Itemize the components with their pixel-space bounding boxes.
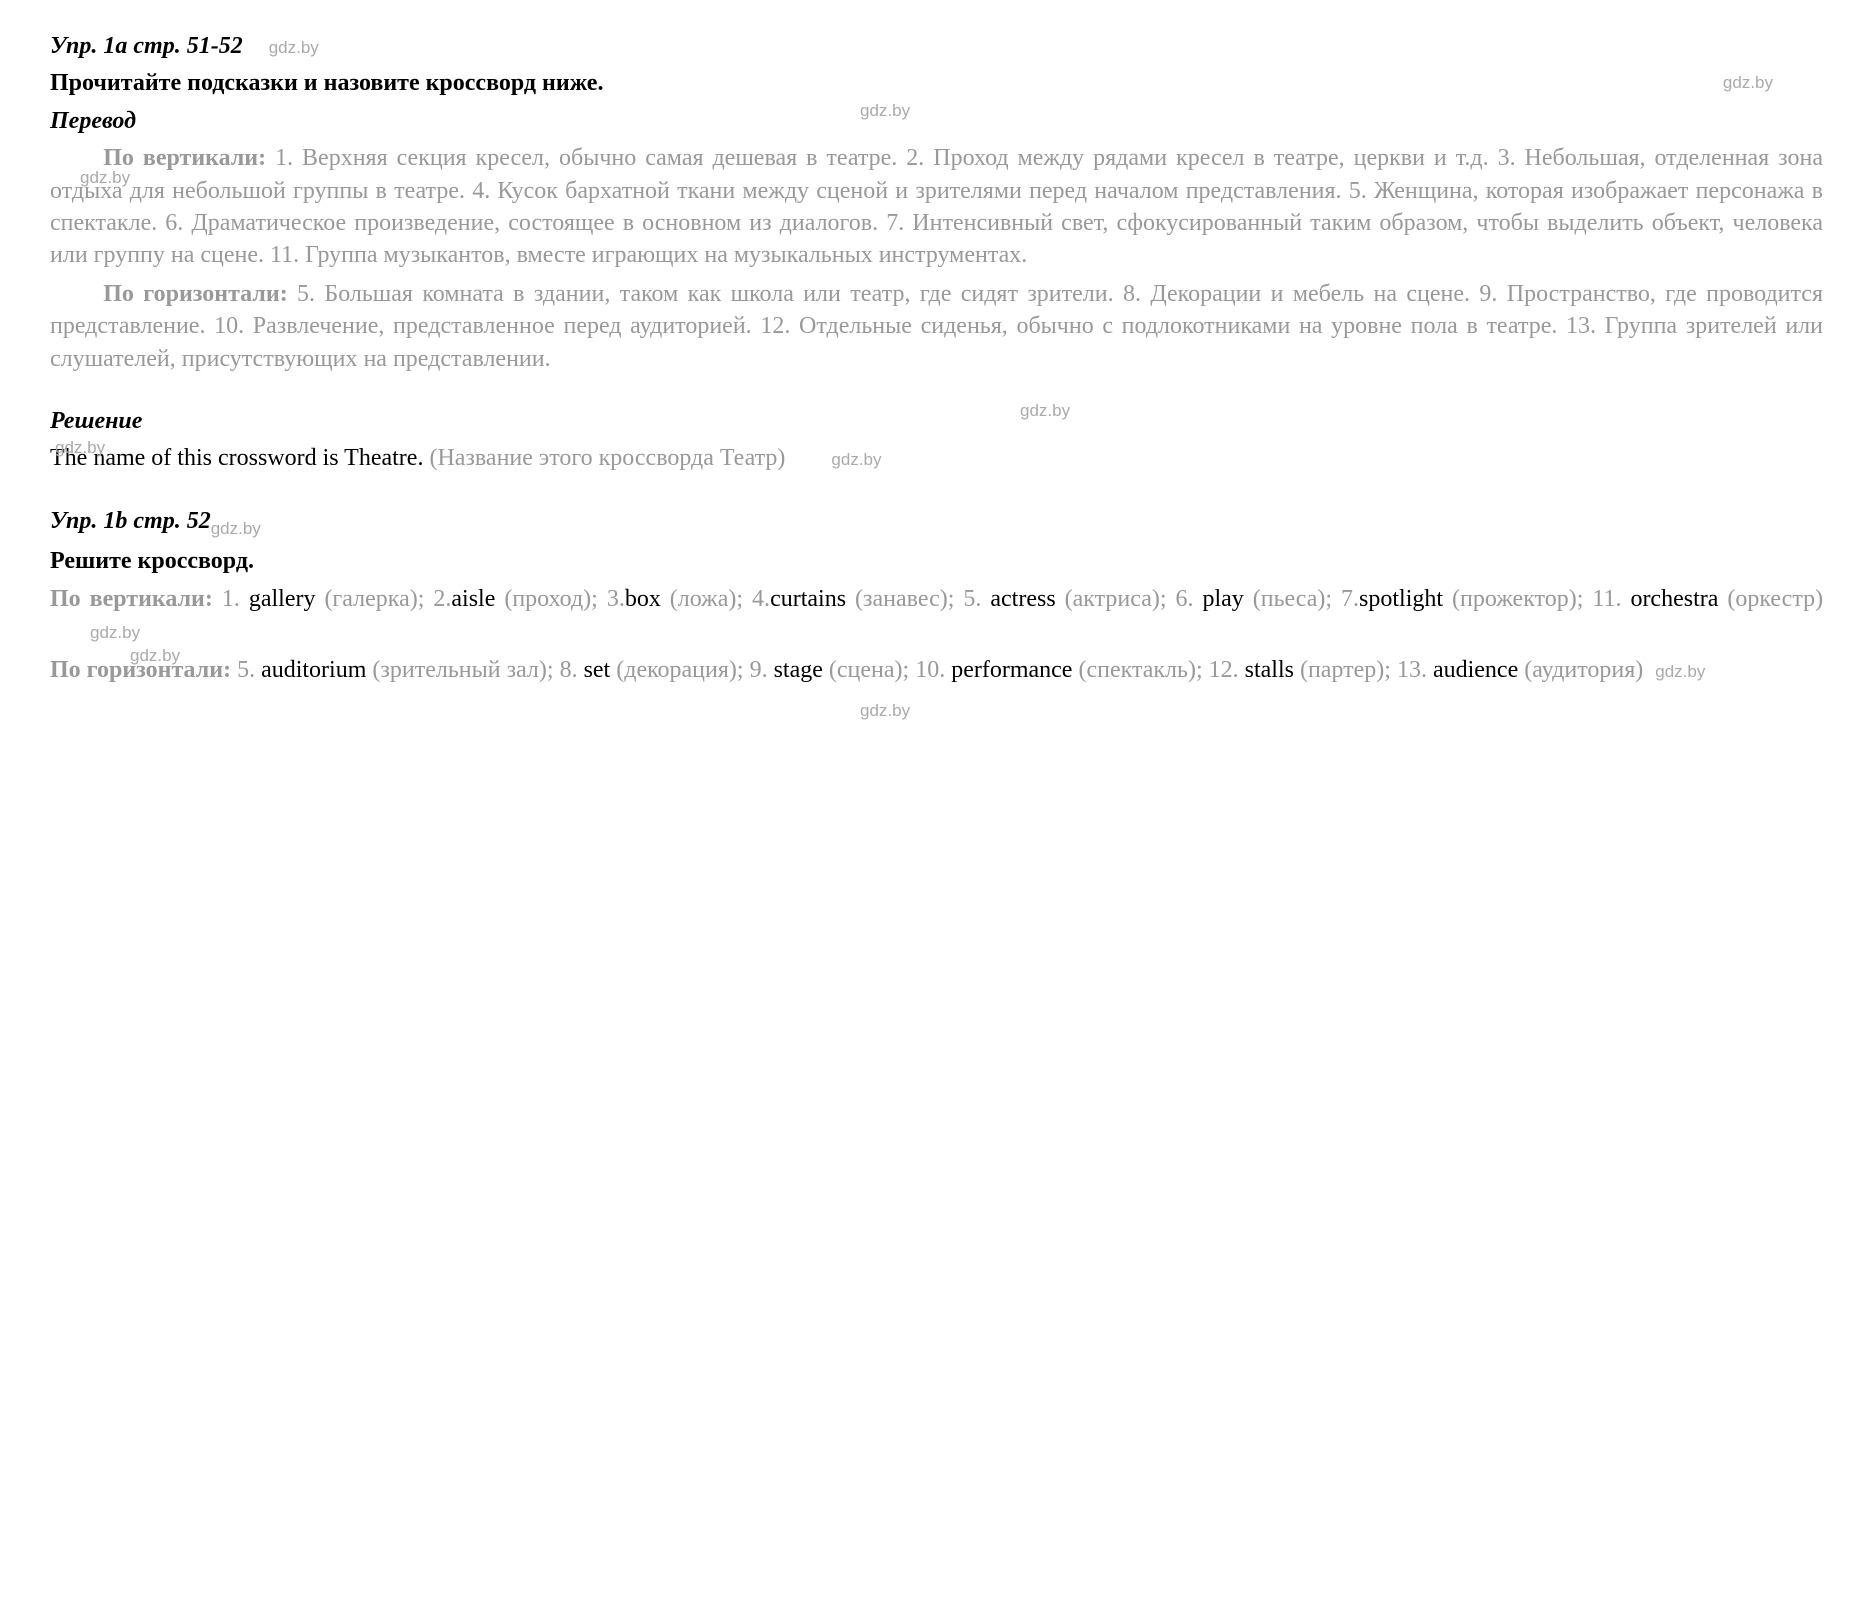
h13-num: 13. xyxy=(1391,657,1433,683)
ex1a-horizontal-block: aaaaaПо горизонтали: 5. Большая комната … xyxy=(50,278,1823,375)
solution-label: Решение xyxy=(50,405,1823,437)
h9-ru: (сцена); xyxy=(823,657,909,683)
h8-en: set xyxy=(584,657,611,683)
v7-en: spotlight xyxy=(1359,586,1443,612)
v4-ru: (занавес); xyxy=(846,586,954,612)
watermark-inline: gdz.by xyxy=(1655,662,1705,681)
watermark: gdz.by xyxy=(860,700,910,723)
h5-num: 5. xyxy=(231,657,261,683)
h5-ru: (зрительный зал); xyxy=(366,657,553,683)
horizontal-text: 5. Большая комната в здании, таком как ш… xyxy=(50,281,1823,372)
ex1b-instruction: Решите кроссворд. xyxy=(50,545,1823,577)
solution-answer-line: The name of this crossword is Theatre. (… xyxy=(50,442,1823,474)
vertical-label: По вертикали: xyxy=(103,145,266,171)
watermark-inline: gdz.by xyxy=(211,518,261,537)
v11-en: orchestra xyxy=(1630,586,1718,612)
exercise-1a: Упр. 1a стр. 51-52 gdz.by Прочитайте под… xyxy=(50,30,1823,375)
v3-num: 3. xyxy=(598,586,625,612)
v2-num: 2. xyxy=(424,586,451,612)
h10-num: 10. xyxy=(909,657,951,683)
v2-en: aisle xyxy=(451,586,495,612)
horizontal-label: По горизонтали: xyxy=(50,657,231,683)
h12-en: stalls xyxy=(1245,657,1294,683)
v5-en: actress xyxy=(990,586,1055,612)
solution-answer-ru: (Название этого кроссворда Театр) xyxy=(423,445,785,471)
ex1a-vertical-block: aaaaaПо вертикали: 1. Верхняя секция кре… xyxy=(50,142,1823,272)
solution-1a: Решение The name of this crossword is Th… xyxy=(50,405,1823,475)
v1-ru: (галерка); xyxy=(315,586,424,612)
h12-ru: (партер); xyxy=(1294,657,1391,683)
h10-ru: (спектакль); xyxy=(1072,657,1202,683)
h13-en: audience xyxy=(1433,657,1518,683)
watermark-inline: gdz.by xyxy=(831,450,881,469)
v5-ru: (актриса); xyxy=(1056,586,1167,612)
solution-answer-en: The name of this crossword is Theatre. xyxy=(50,445,423,471)
ex1b-header-line: Упр. 1b стр. 52gdz.by xyxy=(50,505,1823,541)
h5-en: auditorium xyxy=(261,657,366,683)
v6-num: 6. xyxy=(1167,586,1203,612)
v4-en: curtains xyxy=(770,586,846,612)
v2-ru: (проход); xyxy=(495,586,597,612)
watermark-inline: gdz.by xyxy=(269,38,319,57)
h13-ru: (аудитория) xyxy=(1518,657,1643,683)
h8-num: 8. xyxy=(554,657,584,683)
v3-en: box xyxy=(625,586,661,612)
ex1b-horizontal-answers: По горизонтали: 5. auditorium (зрительны… xyxy=(50,654,1823,686)
ex1b-vertical-answers: По вертикали: 1. gallery (галерка); 2.ai… xyxy=(50,583,1823,648)
v11-ru: (оркестр) xyxy=(1718,586,1823,612)
h9-num: 9. xyxy=(744,657,774,683)
watermark-inline: gdz.by xyxy=(90,623,140,642)
h9-en: stage xyxy=(774,657,823,683)
h12-num: 12. xyxy=(1203,657,1245,683)
v7-num: 7. xyxy=(1332,586,1359,612)
v11-num: 11. xyxy=(1583,586,1630,612)
ex1a-instruction: Прочитайте подсказки и назовите кроссвор… xyxy=(50,67,1823,99)
ex1a-header-line: Упр. 1a стр. 51-52 gdz.by xyxy=(50,30,1823,62)
v3-ru: (ложа); xyxy=(661,586,743,612)
v6-ru: (пьеса); xyxy=(1244,586,1332,612)
v5-num: 5. xyxy=(954,586,990,612)
ex1a-translation-label: Перевод xyxy=(50,105,1823,137)
exercise-1b: Упр. 1b стр. 52gdz.by Решите кроссворд. … xyxy=(50,505,1823,686)
ex1b-header: Упр. 1b стр. 52 xyxy=(50,508,211,534)
horizontal-label: По горизонтали: xyxy=(103,281,287,307)
vertical-label: По вертикали: xyxy=(50,586,213,612)
v1-num: 1. xyxy=(213,586,249,612)
ex1a-header: Упр. 1a стр. 51-52 xyxy=(50,33,243,59)
h8-ru: (декорация); xyxy=(610,657,743,683)
h10-en: performance xyxy=(951,657,1072,683)
vertical-text: 1. Верхняя секция кресел, обычно самая д… xyxy=(50,145,1823,268)
v7-ru: (прожектор); xyxy=(1443,586,1583,612)
v4-num: 4. xyxy=(743,586,770,612)
v6-en: play xyxy=(1202,586,1243,612)
v1-en: gallery xyxy=(249,586,316,612)
